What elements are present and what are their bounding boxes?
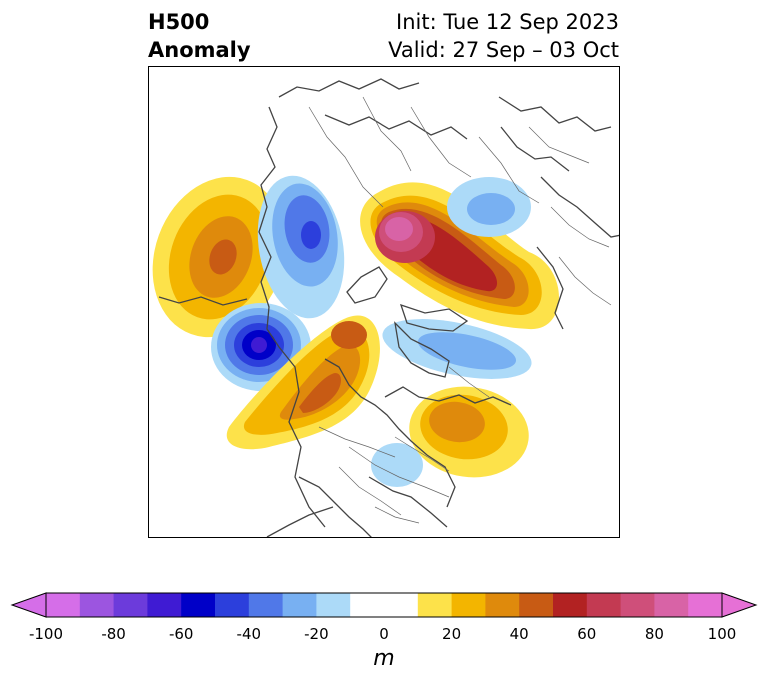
colorbar-tick-label: 60 [577, 625, 597, 643]
colorbar [10, 592, 758, 618]
colorbar-tick-label: 0 [379, 625, 389, 643]
colorbar-bin [688, 593, 723, 617]
map-canvas [152, 78, 619, 537]
valid-date: Valid: 27 Sep – 03 Oct [388, 38, 619, 62]
colorbar-bin [282, 593, 317, 617]
colorbar-extend-high [721, 592, 758, 618]
colorbar-bin [451, 593, 486, 617]
title-line-2: Anomaly [148, 38, 251, 62]
colorbar-bins [46, 593, 723, 617]
anomaly-map [148, 66, 620, 538]
colorbar-bin [215, 593, 250, 617]
colorbar-bin [147, 593, 182, 617]
anomaly-neg-bering [257, 175, 345, 319]
colorbar-bin [350, 593, 385, 617]
colorbar-bin [620, 593, 655, 617]
colorbar-bin [586, 593, 622, 617]
colorbar-bin [417, 593, 453, 617]
colorbar-tick-label: 80 [644, 625, 664, 643]
colorbar-tick-label: -80 [101, 625, 126, 643]
title-line-1: H500 [148, 10, 210, 34]
forecast-dates: Init: Tue 12 Sep 2023 Valid: 27 Sep – 03… [388, 8, 619, 64]
colorbar-tick-label: 100 [707, 625, 737, 643]
colorbar-bin [46, 593, 81, 617]
coastlines [158, 78, 619, 537]
colorbar-bin [316, 593, 351, 617]
colorbar-frame [45, 592, 723, 618]
anomaly-pos-west [152, 176, 286, 338]
colorbar-tick-label: -40 [236, 625, 262, 643]
colorbar-bin [654, 593, 689, 617]
colorbar-bin [248, 593, 284, 617]
anomaly-neg-siberia [447, 177, 531, 237]
colorbar-bin [113, 593, 148, 617]
colorbar-bin [79, 593, 115, 617]
colorbar-bin [485, 593, 520, 617]
colorbar-bin [519, 593, 554, 617]
anomaly-pos-eurasia [360, 182, 559, 330]
borders [308, 96, 612, 524]
colorbar-bin [553, 593, 588, 617]
colorbar-extend-low [10, 592, 47, 618]
colorbar-tick-label: 20 [442, 625, 462, 643]
anomaly-pos-east [409, 386, 529, 478]
colorbar-tick-label: -20 [304, 625, 329, 643]
colorbar-unit-label: m [373, 646, 395, 671]
colorbar-tick-label: 40 [509, 625, 529, 643]
colorbar-tick-label: -60 [168, 625, 194, 643]
anomaly-neg-europe [371, 443, 423, 487]
chart-title: H500 Anomaly [148, 8, 251, 64]
anomaly-neg-greenland [382, 319, 532, 379]
colorbar-bin [181, 593, 216, 617]
init-date: Init: Tue 12 Sep 2023 [396, 10, 619, 34]
colorbar-bin [384, 593, 419, 617]
colorbar-tick-label: -100 [28, 625, 64, 643]
anomaly-pos-atlantic [226, 315, 380, 450]
